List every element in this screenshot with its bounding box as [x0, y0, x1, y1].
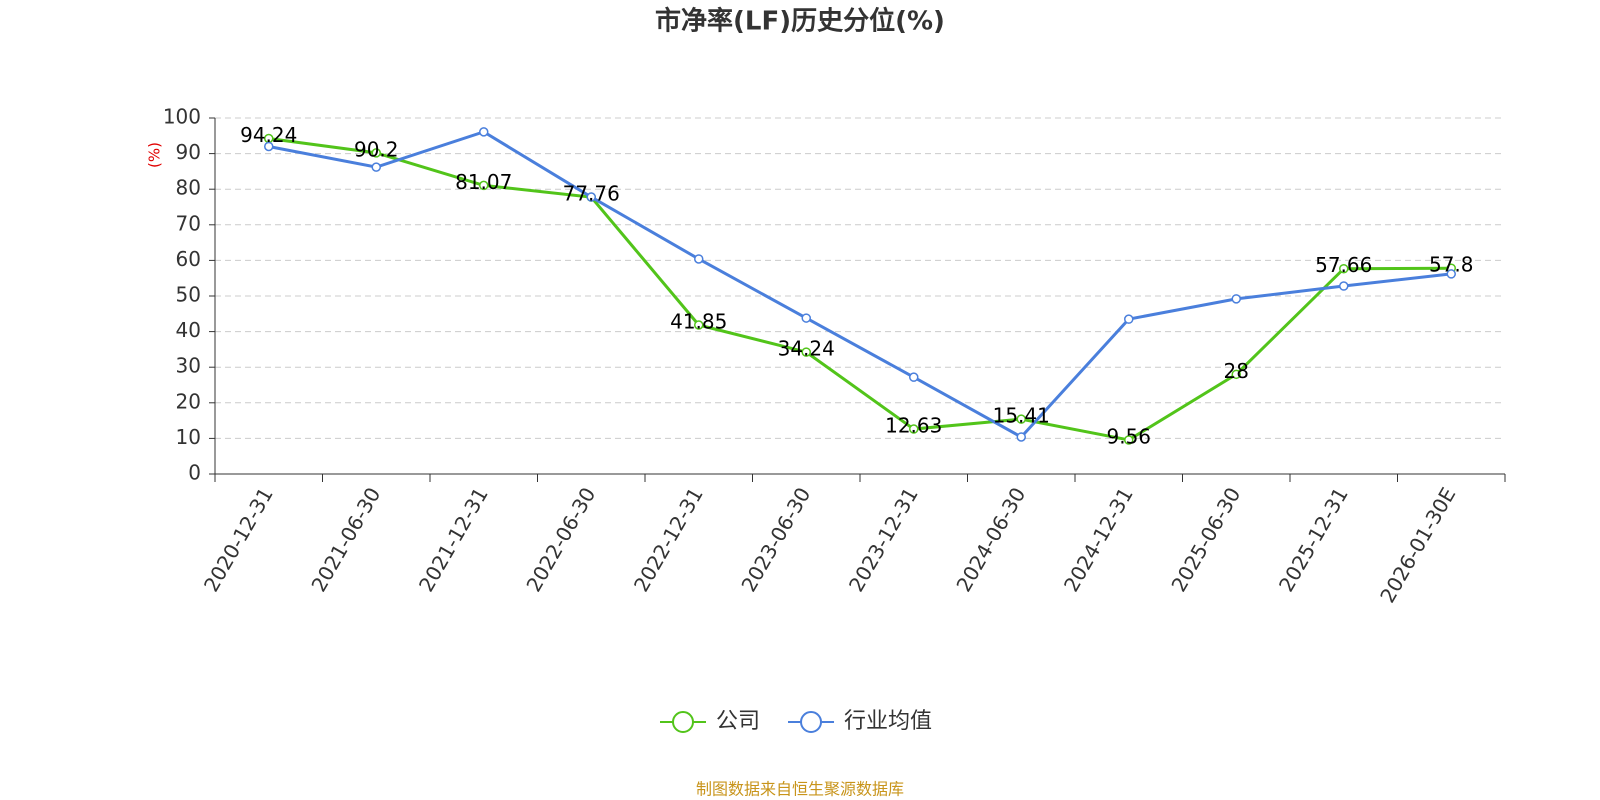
- series-line: [268, 137, 1452, 442]
- x-tick-label: 2023-06-30: [736, 483, 815, 596]
- data-label: 28: [1224, 359, 1249, 383]
- data-label: 57.66: [1315, 253, 1372, 277]
- legend-label: 公司: [716, 709, 760, 734]
- y-tick-label: 10: [176, 425, 201, 449]
- y-tick-label: 70: [176, 211, 201, 235]
- point: [694, 254, 704, 264]
- point: [1446, 269, 1456, 279]
- data-label: 81.07: [455, 170, 512, 194]
- x-tick-label: 2023-12-31: [844, 483, 923, 596]
- point: [1339, 281, 1349, 291]
- y-tick-label: 80: [176, 176, 201, 200]
- y-tick-label: 90: [176, 140, 201, 164]
- y-tick-label: 50: [176, 283, 201, 307]
- point: [479, 127, 489, 137]
- point: [371, 148, 381, 158]
- point: [1339, 263, 1349, 274]
- point: [479, 180, 489, 191]
- point: [909, 424, 919, 434]
- legend-marker: [800, 711, 823, 733]
- y-tick-label: 30: [176, 354, 201, 378]
- x-tick-label: 2020-12-31: [199, 483, 278, 596]
- y-tick-label: 40: [176, 318, 201, 342]
- point: [694, 320, 704, 330]
- point: [1124, 314, 1134, 324]
- legend-marker: [672, 711, 694, 733]
- point: [371, 162, 381, 172]
- x-tick-label: 2021-06-30: [306, 483, 385, 596]
- data-label: 57.8: [1429, 253, 1474, 277]
- point: [1231, 294, 1241, 304]
- x-tick-label: 2022-06-30: [521, 483, 600, 596]
- y-tick-label: 0: [188, 461, 201, 485]
- data-label: 77.76: [563, 182, 620, 206]
- data-label: 90.2: [354, 137, 399, 161]
- x-tick-label: 2025-06-30: [1166, 483, 1245, 596]
- x-tick-label: 2021-12-31: [414, 483, 493, 596]
- y-axis-label: (%): [146, 142, 164, 168]
- chart-title: 市净率(LF)历史分位(%): [655, 6, 945, 37]
- point: [1231, 369, 1241, 380]
- point: [1124, 435, 1134, 445]
- data-label: 94.24: [240, 123, 297, 147]
- point: [909, 372, 919, 382]
- point: [801, 313, 811, 323]
- point: [1016, 414, 1026, 424]
- x-tick-label: 2022-12-31: [629, 483, 708, 596]
- y-tick-label: 100: [163, 105, 201, 129]
- data-label: 34.24: [778, 337, 835, 361]
- point: [801, 347, 811, 357]
- y-tick-label: 20: [176, 389, 201, 413]
- y-tick-label: 60: [176, 247, 201, 271]
- data-label: 12.63: [885, 414, 942, 438]
- point: [1016, 432, 1026, 442]
- legend: 公司 行业均值: [660, 709, 932, 734]
- x-tick-label: 2026-01-30E: [1375, 483, 1460, 607]
- point: [264, 141, 274, 152]
- data-label: 15.41: [993, 404, 1050, 428]
- data-label: 41.85: [670, 310, 727, 334]
- legend-label: 行业均值: [844, 709, 932, 734]
- point: [586, 192, 596, 202]
- data-label: 9.56: [1106, 424, 1151, 448]
- x-tick-label: 2024-06-30: [951, 483, 1030, 596]
- source-note: 制图数据来自恒生聚源数据库: [696, 780, 904, 799]
- x-tick-label: 2025-12-31: [1274, 483, 1353, 596]
- series-line: [268, 130, 1452, 439]
- x-tick-label: 2024-12-31: [1059, 483, 1138, 596]
